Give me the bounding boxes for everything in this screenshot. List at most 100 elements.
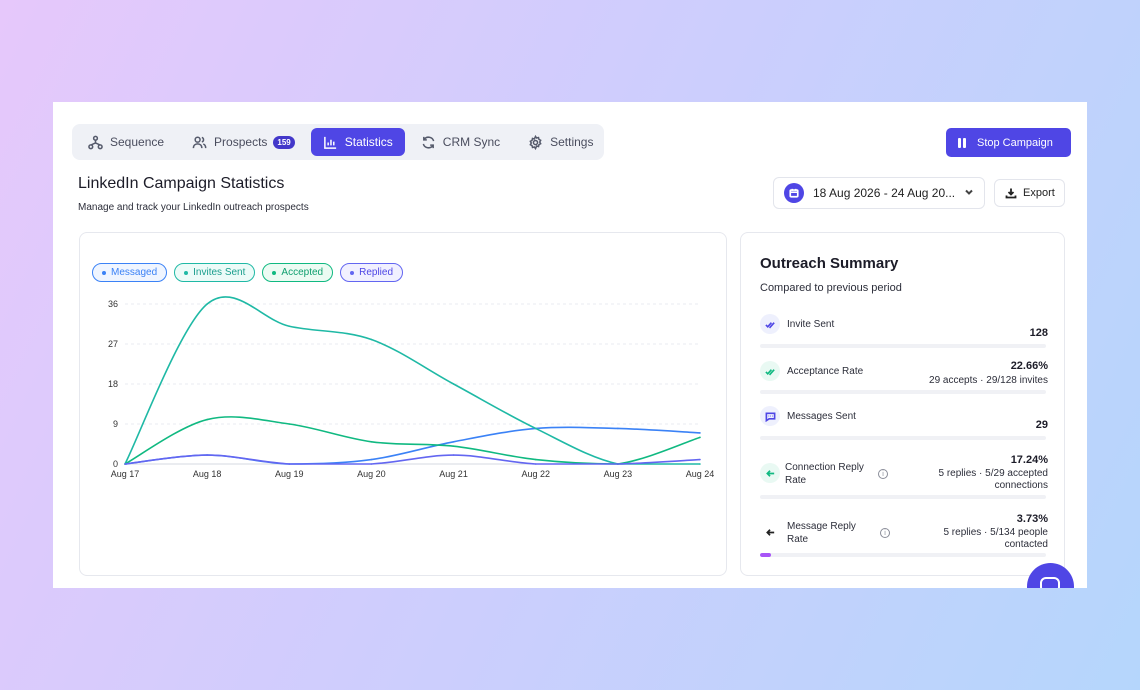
series-line-replied bbox=[124, 454, 701, 465]
data-point-messaged bbox=[617, 427, 619, 430]
date-range-text: 18 Aug 2026 - 24 Aug 20... bbox=[813, 186, 956, 200]
legend-replied[interactable]: Replied bbox=[340, 263, 404, 282]
data-point-invites-sent bbox=[452, 383, 455, 385]
sequence-icon bbox=[88, 135, 103, 149]
metric-connection-reply-rate: Connection Reply Rate i 17.24% 5 replies… bbox=[760, 451, 1048, 499]
data-point-replied bbox=[370, 463, 373, 465]
x-tick-label: Aug 18 bbox=[193, 469, 222, 479]
data-point-messaged bbox=[370, 458, 373, 461]
data-point-replied bbox=[124, 463, 126, 465]
arrow-left-icon bbox=[760, 463, 780, 483]
progress-fill bbox=[760, 553, 771, 557]
metric-label: Message Reply Rate bbox=[787, 521, 856, 545]
summary-subtitle: Compared to previous period bbox=[760, 282, 902, 294]
metric-progress-bar bbox=[760, 390, 1046, 394]
metric-value: 3.73% bbox=[1016, 513, 1048, 525]
download-icon bbox=[1005, 188, 1017, 199]
export-label: Export bbox=[1023, 187, 1055, 199]
legend-label: Invites Sent bbox=[193, 267, 246, 278]
arrow-left-icon bbox=[760, 522, 780, 542]
users-icon bbox=[192, 136, 207, 148]
line-chart: 0 9 18 27 36 Aug 17 Aug 18 Aug 19 Aug 20 Aug 21 Au… bbox=[108, 296, 714, 479]
metric-messages-sent: Messages Sent 29 bbox=[760, 406, 1048, 442]
data-point-replied bbox=[534, 463, 537, 465]
sync-icon bbox=[422, 135, 435, 149]
x-tick-label: Aug 22 bbox=[521, 469, 550, 479]
metric-progress-bar bbox=[760, 344, 1046, 348]
data-point-invites-sent bbox=[699, 463, 701, 465]
legend-accepted[interactable]: Accepted bbox=[262, 263, 334, 282]
y-tick-label: 0 bbox=[113, 459, 118, 469]
metric-detail: 5 replies · 5/29 accepted connections bbox=[938, 468, 1048, 491]
calendar-icon bbox=[784, 183, 804, 203]
x-tick-label: Aug 20 bbox=[357, 469, 386, 479]
double-check-icon bbox=[760, 361, 780, 381]
gear-icon bbox=[529, 134, 542, 150]
y-tick-label: 9 bbox=[113, 419, 118, 429]
x-tick-label: Aug 19 bbox=[275, 469, 304, 479]
page-subtitle: Manage and track your LinkedIn outreach … bbox=[78, 202, 309, 213]
bar-chart-icon bbox=[323, 136, 336, 149]
metric-acceptance-rate: Acceptance Rate 22.66% 29 accepts · 29/1… bbox=[760, 360, 1048, 396]
stop-campaign-button[interactable]: Stop Campaign bbox=[946, 128, 1071, 157]
tab-label: Sequence bbox=[110, 135, 165, 149]
info-icon[interactable]: i bbox=[878, 469, 888, 479]
tab-settings[interactable]: Settings bbox=[516, 128, 605, 156]
metric-progress-bar bbox=[760, 436, 1046, 440]
tab-label: Prospects bbox=[214, 135, 268, 149]
legend-messaged[interactable]: Messaged bbox=[92, 263, 168, 282]
metric-invite-sent: Invite Sent 128 bbox=[760, 314, 1048, 350]
data-point-replied bbox=[617, 463, 619, 465]
summary-title: Outreach Summary bbox=[760, 255, 899, 272]
outreach-summary-card: Outreach Summary Compared to previous pe… bbox=[740, 232, 1065, 576]
tab-statistics[interactable]: Statistics bbox=[310, 128, 405, 156]
data-point-invites-sent bbox=[206, 303, 208, 305]
export-button[interactable]: Export bbox=[994, 179, 1065, 207]
legend-label: Accepted bbox=[281, 267, 324, 278]
y-tick-label: 27 bbox=[108, 339, 118, 349]
legend-invites-sent[interactable]: Invites Sent bbox=[174, 263, 256, 282]
data-point-accepted bbox=[534, 458, 537, 461]
metric-value: 128 bbox=[1029, 327, 1048, 339]
tab-crm-sync[interactable]: CRM Sync bbox=[409, 128, 512, 156]
legend-label: Replied bbox=[359, 267, 394, 278]
data-point-messaged bbox=[452, 440, 455, 443]
metric-progress-bar bbox=[760, 495, 1046, 499]
data-point-invites-sent bbox=[534, 427, 537, 430]
statistics-panel: Sequence Prospects 159 Statistics CRM Sy… bbox=[53, 102, 1087, 588]
chat-icon bbox=[1040, 577, 1060, 588]
y-tick-label: 36 bbox=[108, 299, 118, 309]
series-line-invites-sent bbox=[124, 296, 700, 465]
double-check-icon bbox=[760, 314, 780, 334]
metric-detail: 29 accepts · 29/128 invites bbox=[929, 375, 1048, 386]
data-point-replied bbox=[452, 454, 455, 456]
message-icon bbox=[760, 406, 780, 426]
metric-value: 22.66% bbox=[1010, 360, 1048, 372]
chevron-down-icon bbox=[964, 186, 974, 200]
tab-prospects[interactable]: Prospects 159 bbox=[180, 128, 307, 156]
data-point-messaged bbox=[699, 432, 701, 434]
metric-label: Acceptance Rate bbox=[787, 366, 864, 377]
data-point-replied bbox=[206, 454, 208, 456]
metric-value: 29 bbox=[1035, 419, 1048, 431]
tab-label: CRM Sync bbox=[442, 135, 501, 149]
pause-icon bbox=[958, 137, 966, 148]
data-point-accepted bbox=[370, 440, 373, 443]
metric-value: 17.24% bbox=[1010, 454, 1048, 466]
metric-message-reply-rate: Message Reply Rate i 3.73% 5 replies · 5… bbox=[760, 510, 1048, 558]
data-point-replied bbox=[288, 463, 291, 465]
metric-label: Messages Sent bbox=[787, 411, 856, 422]
x-tick-label: Aug 17 bbox=[111, 469, 140, 479]
info-icon[interactable]: i bbox=[880, 528, 890, 538]
tab-label: Statistics bbox=[344, 135, 393, 149]
metric-detail: 5 replies · 5/134 people contacted bbox=[943, 527, 1048, 550]
x-tick-label: Aug 21 bbox=[439, 469, 468, 479]
tab-label: Settings bbox=[550, 135, 594, 149]
x-tick-label: Aug 23 bbox=[604, 469, 633, 479]
data-point-replied bbox=[699, 458, 701, 461]
tab-sequence[interactable]: Sequence bbox=[76, 128, 176, 156]
metric-progress-bar bbox=[760, 553, 1046, 557]
date-range-picker[interactable]: 18 Aug 2026 - 24 Aug 20... bbox=[773, 177, 985, 209]
stop-campaign-label: Stop Campaign bbox=[977, 136, 1053, 149]
page-title: LinkedIn Campaign Statistics bbox=[78, 175, 285, 192]
